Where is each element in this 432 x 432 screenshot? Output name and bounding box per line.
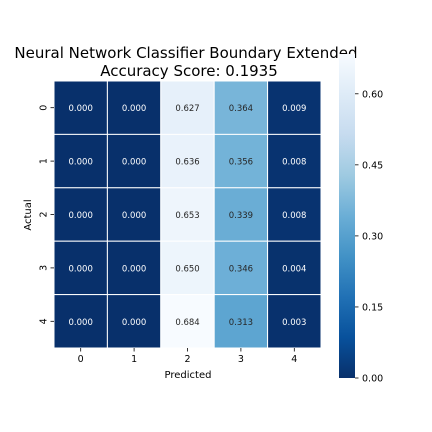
heatmap-cell xyxy=(160,133,215,189)
cell-value-label: 0.000 xyxy=(69,211,93,221)
cell-value-label: 0.636 xyxy=(175,158,199,168)
y-tick-label: 1 xyxy=(39,158,50,164)
heatmap-cell xyxy=(267,133,322,189)
cell-value-label: 0.684 xyxy=(175,318,199,328)
cell-value-label: 0.364 xyxy=(229,104,253,114)
heatmap-cell xyxy=(53,80,108,135)
x-axis-label: Predicted xyxy=(165,370,212,381)
cell-value-label: 0.000 xyxy=(69,104,93,114)
x-tick-label: 4 xyxy=(291,354,297,365)
cell-value-label: 0.650 xyxy=(175,264,199,274)
cell-value-label: 0.627 xyxy=(175,104,199,114)
heatmap-cell xyxy=(160,294,215,349)
cell-value-label: 0.003 xyxy=(282,318,306,328)
cell-value-label: 0.008 xyxy=(282,211,306,221)
heatmap-cell xyxy=(160,80,215,135)
x-tick-label: 1 xyxy=(131,354,137,365)
heatmap-cells: 0.000 0.000 0.627 0.364 0.009 0.000 0.000 0.636… xyxy=(53,80,322,349)
heatmap-cell xyxy=(267,240,322,296)
heatmap-cell xyxy=(160,240,215,296)
cell-value-label: 0.000 xyxy=(122,211,146,221)
cell-value-label: 0.000 xyxy=(122,264,146,274)
cell-value-label: 0.004 xyxy=(282,264,306,274)
heatmap-cell xyxy=(213,187,269,242)
heatmap-cell xyxy=(267,294,322,349)
cell-value-label: 0.000 xyxy=(122,158,146,168)
x-tick-label: 0 xyxy=(78,354,84,365)
heatmap-cell xyxy=(106,187,162,242)
cell-value-label: 0.653 xyxy=(175,211,199,221)
cell-value-label: 0.000 xyxy=(122,318,146,328)
cell-value-label: 0.008 xyxy=(282,158,306,168)
cell-value-label: 0.000 xyxy=(122,104,146,114)
heatmap-cell xyxy=(213,240,269,296)
cell-value-label: 0.356 xyxy=(229,158,253,168)
colorbar-tick-labels: 0.00 0.15 0.30 0.45 0.60 xyxy=(355,89,383,385)
colorbar-tick-label: 0.60 xyxy=(362,89,383,100)
y-tick-label: 0 xyxy=(39,105,50,111)
cell-value-label: 0.000 xyxy=(69,264,93,274)
colorbar-tick-label: 0.45 xyxy=(362,160,383,171)
heatmap-cell xyxy=(106,240,162,296)
cell-value-label: 0.313 xyxy=(229,318,253,328)
heatmap-cell xyxy=(106,80,162,135)
cell-value-label: 0.346 xyxy=(229,264,253,274)
colorbar-tick-label: 0.00 xyxy=(362,374,383,385)
y-tick-label: 4 xyxy=(39,318,50,324)
x-tick-label: 2 xyxy=(184,354,190,365)
chart-title-line2: Accuracy Score: 0.1935 xyxy=(100,62,278,80)
cell-value-label: 0.339 xyxy=(229,211,253,221)
y-tick-label: 3 xyxy=(39,265,50,271)
x-tick-label: 3 xyxy=(238,354,244,365)
cell-value-label: 0.000 xyxy=(69,158,93,168)
cell-value-label: 0.009 xyxy=(282,104,306,114)
colorbar-tick-label: 0.15 xyxy=(362,302,383,313)
heatmap-cell xyxy=(106,294,162,349)
y-tick-label: 2 xyxy=(39,211,50,217)
y-axis-label: Actual xyxy=(23,199,34,230)
heatmap-cell xyxy=(53,294,108,349)
chart-title-line1: Neural Network Classifier Boundary Exten… xyxy=(14,44,357,62)
x-tick-labels: 0 1 2 3 4 xyxy=(78,348,297,365)
cell-value-label: 0.000 xyxy=(69,318,93,328)
colorbar xyxy=(339,54,355,378)
colorbar-tick-label: 0.30 xyxy=(362,231,383,242)
y-tick-labels: 0 1 2 3 4 xyxy=(39,105,54,324)
